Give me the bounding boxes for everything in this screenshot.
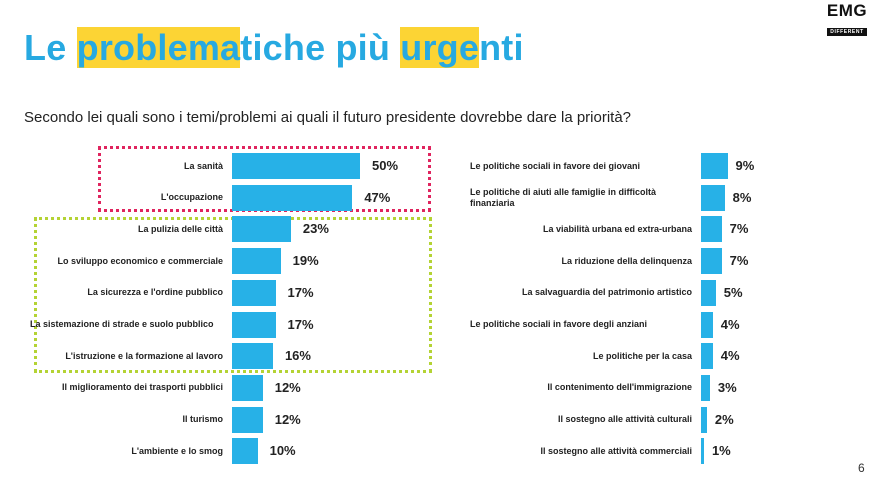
value-label: 7% bbox=[729, 221, 749, 237]
bar bbox=[701, 311, 713, 338]
category-label: La viabilità urbana ed extra-urbana bbox=[542, 223, 692, 234]
category-label: L'ambiente e lo smog bbox=[131, 445, 223, 456]
category-label: Il turismo bbox=[182, 414, 223, 425]
value-label: 17% bbox=[287, 284, 314, 300]
category-label: Le politiche sociali in favore degli anz… bbox=[470, 319, 648, 329]
bar bbox=[232, 184, 353, 211]
bar bbox=[701, 406, 707, 433]
logo-sub-text: DIFFERENT bbox=[827, 28, 867, 36]
value-label: 7% bbox=[729, 253, 749, 269]
title-part: nti bbox=[479, 27, 524, 68]
category-label: L'occupazione bbox=[160, 192, 223, 203]
category-label: Le politiche di aiuti alle famiglie in d… bbox=[470, 186, 657, 208]
category-label: Il sostegno alle attività commerciali bbox=[540, 445, 692, 456]
bar bbox=[232, 374, 263, 401]
bar bbox=[701, 438, 704, 465]
value-label: 3% bbox=[717, 379, 737, 395]
value-label: 4% bbox=[720, 316, 740, 332]
value-label: 5% bbox=[723, 284, 743, 300]
value-label: 47% bbox=[364, 189, 391, 205]
category-label: La sanità bbox=[183, 160, 223, 171]
value-label: 2% bbox=[714, 411, 734, 427]
value-label: 50% bbox=[372, 158, 399, 173]
value-label: 9% bbox=[735, 158, 755, 173]
bar bbox=[232, 248, 281, 275]
value-label: 8% bbox=[732, 189, 752, 205]
value-label: 17% bbox=[287, 316, 314, 332]
title-part-highlighted: problema bbox=[76, 27, 241, 68]
title-part-highlighted: urge bbox=[400, 27, 480, 68]
value-label: 12% bbox=[274, 379, 301, 395]
bar bbox=[701, 153, 728, 179]
value-label: 19% bbox=[292, 253, 319, 269]
category-label: Il contenimento dell'immigrazione bbox=[547, 382, 692, 393]
bar bbox=[232, 153, 360, 179]
category-label: Le politiche sociali in favore dei giova… bbox=[470, 160, 641, 171]
value-label: 12% bbox=[274, 411, 301, 427]
bar bbox=[701, 343, 713, 370]
title-part: tiche più bbox=[240, 27, 401, 68]
category-label: La salvaguardia del patrimonio artistico bbox=[521, 287, 692, 298]
bar bbox=[232, 216, 291, 243]
bar bbox=[232, 438, 258, 465]
bar bbox=[232, 343, 273, 370]
bar bbox=[701, 216, 722, 243]
survey-question: Secondo lei quali sono i temi/problemi a… bbox=[24, 109, 632, 126]
category-label: L'istruzione e la formazione al lavoro bbox=[65, 350, 223, 361]
category-label: La sicurezza e l'ordine pubblico bbox=[87, 287, 223, 298]
bar bbox=[232, 406, 263, 433]
value-label: 16% bbox=[284, 348, 311, 364]
value-label: 23% bbox=[302, 221, 329, 237]
category-label: Le politiche per la casa bbox=[592, 350, 692, 361]
bar bbox=[701, 374, 710, 401]
category-label: La riduzione della delinquenza bbox=[561, 255, 692, 266]
category-label: La pulizia delle città bbox=[137, 223, 223, 234]
category-label: Il sostegno alle attività culturali bbox=[557, 414, 692, 425]
category-label: La sistemazione di strade e suolo pubbli… bbox=[30, 319, 214, 329]
bar bbox=[701, 184, 725, 211]
category-label: Il miglioramento dei trasporti pubblici bbox=[61, 382, 223, 393]
value-label: 10% bbox=[269, 443, 296, 459]
emg-logo: EMG DIFFERENT bbox=[824, 2, 870, 38]
value-label: 1% bbox=[711, 443, 731, 459]
bar bbox=[701, 248, 722, 275]
bar bbox=[232, 311, 276, 338]
bar bbox=[701, 279, 716, 306]
page-title: Le problematiche più urgenti bbox=[24, 27, 524, 69]
page-number: 6 bbox=[858, 461, 865, 475]
category-label: Lo sviluppo economico e commerciale bbox=[57, 255, 223, 266]
logo-main-text: EMG bbox=[826, 1, 868, 20]
bar bbox=[232, 279, 276, 306]
title-part: Le bbox=[24, 27, 77, 68]
value-label: 4% bbox=[720, 348, 740, 364]
